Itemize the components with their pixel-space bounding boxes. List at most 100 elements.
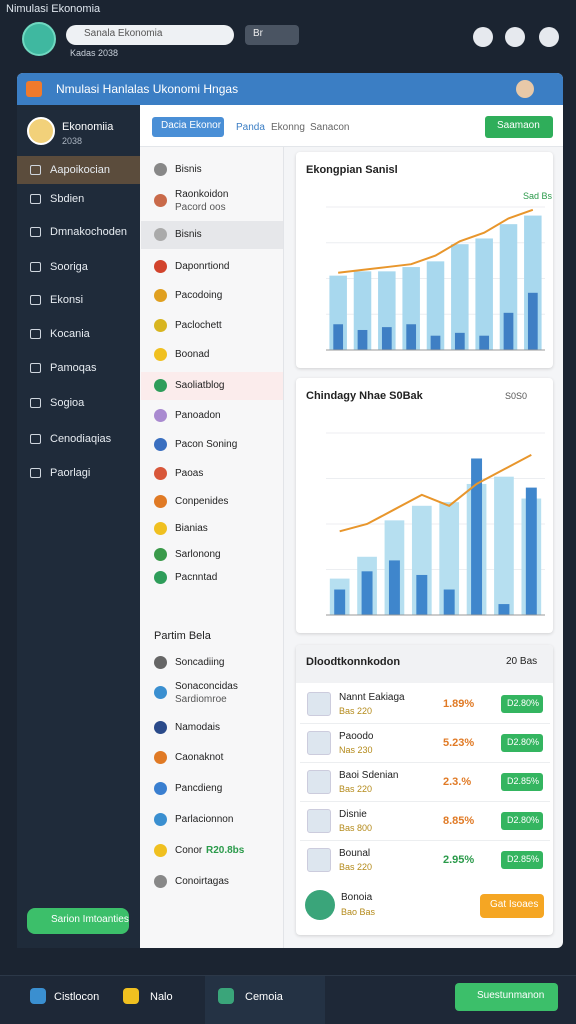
list-item[interactable]: Pacon Soning bbox=[175, 439, 238, 450]
sidebar-item[interactable]: Dmnakochoden bbox=[50, 226, 128, 238]
icon-button[interactable] bbox=[473, 27, 493, 47]
list-item[interactable]: Bianias bbox=[175, 523, 208, 534]
list-item[interactable]: Boonad bbox=[175, 349, 210, 360]
icon-button[interactable] bbox=[539, 27, 559, 47]
row-sub: Nas 230 bbox=[339, 745, 373, 755]
row-name: Disnie bbox=[339, 809, 367, 820]
sidebar-icon bbox=[30, 468, 41, 478]
list-icon bbox=[154, 751, 167, 764]
sidebar-icon bbox=[30, 398, 41, 408]
footer-avatar bbox=[305, 890, 335, 920]
sidebar-item[interactable]: Kocania bbox=[50, 328, 90, 340]
list-item[interactable]: Panoadon bbox=[175, 410, 221, 421]
list-icon bbox=[154, 409, 167, 422]
row-pct: 5.23% bbox=[443, 737, 475, 749]
list-item[interactable]: Conoirtagas bbox=[175, 876, 229, 887]
list-item[interactable]: Pancdieng bbox=[175, 783, 223, 794]
sidebar-item[interactable]: Cenodiaqias bbox=[50, 433, 112, 445]
bottom-item[interactable]: Cemoia bbox=[245, 991, 283, 1003]
list-icon bbox=[154, 289, 167, 302]
sidebar-button[interactable]: Sarion Imtoanties bbox=[27, 908, 129, 934]
list-item[interactable]: Conor bbox=[175, 845, 203, 856]
list-icon bbox=[154, 686, 167, 699]
bottom-item[interactable]: Cistlocon bbox=[54, 991, 100, 1003]
list-item[interactable]: Paoas bbox=[175, 468, 204, 479]
sidebar-item[interactable]: Ekonsi bbox=[50, 294, 84, 306]
list-item[interactable]: Pacnntad bbox=[175, 572, 218, 583]
bottom-button[interactable]: Suestunmanon bbox=[455, 983, 558, 1011]
list-icon bbox=[154, 194, 167, 207]
list-item[interactable]: Soncadiing bbox=[175, 657, 225, 668]
profile-avatar bbox=[27, 117, 55, 145]
row-sub: Bas 220 bbox=[339, 706, 373, 716]
sidebar-icon bbox=[30, 227, 41, 237]
header-avatar bbox=[516, 80, 534, 98]
row-avatar bbox=[307, 848, 331, 872]
icon-button[interactable] bbox=[505, 27, 525, 47]
footer-button[interactable]: Gat Isoaes bbox=[480, 894, 544, 918]
toolbar-tab[interactable]: Ekonng bbox=[271, 122, 305, 133]
footer-name: Bonoia bbox=[341, 892, 373, 903]
list-icon bbox=[154, 844, 167, 857]
sidebar-item[interactable]: Aapoikocian bbox=[50, 164, 110, 176]
list-icon bbox=[154, 495, 167, 508]
list-item[interactable]: Bisnis bbox=[175, 229, 202, 240]
sidebar-item[interactable]: Paorlagi bbox=[50, 467, 91, 479]
list-icon bbox=[154, 813, 167, 826]
row-avatar bbox=[307, 809, 331, 833]
list-item[interactable]: Caonaknot bbox=[175, 752, 224, 763]
sidebar-item[interactable]: Sbdien bbox=[50, 193, 85, 205]
dropdown[interactable]: Br bbox=[245, 25, 299, 45]
list-item[interactable]: Daponrtiond bbox=[175, 261, 230, 272]
list-item-sub: Pacord oos bbox=[175, 202, 226, 213]
list-item[interactable]: Sarlonong bbox=[175, 549, 221, 560]
chart-panel bbox=[296, 378, 553, 633]
list-item-value: R20.8bs bbox=[206, 845, 245, 856]
list-item[interactable]: Paclochett bbox=[175, 320, 222, 331]
toolbar-tab[interactable]: Panda bbox=[236, 122, 265, 133]
row-pct: 2.95% bbox=[443, 854, 475, 866]
chart-panel bbox=[296, 152, 553, 368]
list-item[interactable]: Bisnis bbox=[175, 164, 202, 175]
row-badge: D2.85% bbox=[501, 773, 543, 791]
row-badge: D2.85% bbox=[501, 851, 543, 869]
action-button[interactable]: Saamaon bbox=[485, 116, 553, 138]
search[interactable]: Sanala Ekonomia bbox=[66, 25, 234, 45]
header-title: Nmulasi Hanlalas Ukonomi Hngas bbox=[56, 82, 239, 96]
list-icon bbox=[154, 467, 167, 480]
row-name: Paoodo bbox=[339, 731, 374, 742]
row-name: Bounal bbox=[339, 848, 371, 859]
sidebar-icon bbox=[30, 434, 41, 444]
row-sub: Bas 220 bbox=[339, 784, 373, 794]
sidebar-item[interactable]: Sogioa bbox=[50, 397, 85, 409]
list-icon bbox=[154, 438, 167, 451]
header-bar bbox=[17, 73, 563, 105]
avatar bbox=[22, 22, 56, 56]
row-pct: 2.3.% bbox=[443, 776, 472, 788]
toolbar-tab[interactable]: Sanacon bbox=[310, 122, 350, 133]
row-divider bbox=[300, 723, 550, 724]
profile-sub: 2038 bbox=[62, 136, 83, 146]
list-item[interactable]: Raonkoidon bbox=[175, 189, 229, 200]
list-item[interactable]: Parlacionnon bbox=[175, 814, 234, 825]
list-item[interactable]: Saoliatblog bbox=[175, 380, 225, 391]
list-item[interactable]: Conpenides bbox=[175, 496, 229, 507]
row-badge: D2.80% bbox=[501, 812, 543, 830]
list-item[interactable]: Pacodoing bbox=[175, 290, 223, 301]
sidebar bbox=[17, 105, 140, 948]
app-logo bbox=[26, 81, 42, 97]
bottom-icon bbox=[123, 988, 139, 1004]
list-item[interactable]: Namodais bbox=[175, 722, 221, 733]
sidebar-item[interactable]: Sooriga bbox=[50, 261, 88, 273]
row-badge: D2.80% bbox=[501, 695, 543, 713]
list-item[interactable]: Sonaconcidas bbox=[175, 681, 238, 692]
sidebar-item[interactable]: Pamoqas bbox=[50, 362, 97, 374]
sidebar-icon bbox=[30, 329, 41, 339]
primary-button[interactable]: Dacia Ekonor bbox=[152, 117, 224, 137]
chart-title: Ekongpian Sanisl bbox=[306, 164, 398, 176]
list-section: Partim Bela bbox=[154, 630, 211, 642]
list-icon bbox=[154, 379, 167, 392]
row-badge: D2.80% bbox=[501, 734, 543, 752]
bottom-item[interactable]: Nalo bbox=[150, 991, 173, 1003]
